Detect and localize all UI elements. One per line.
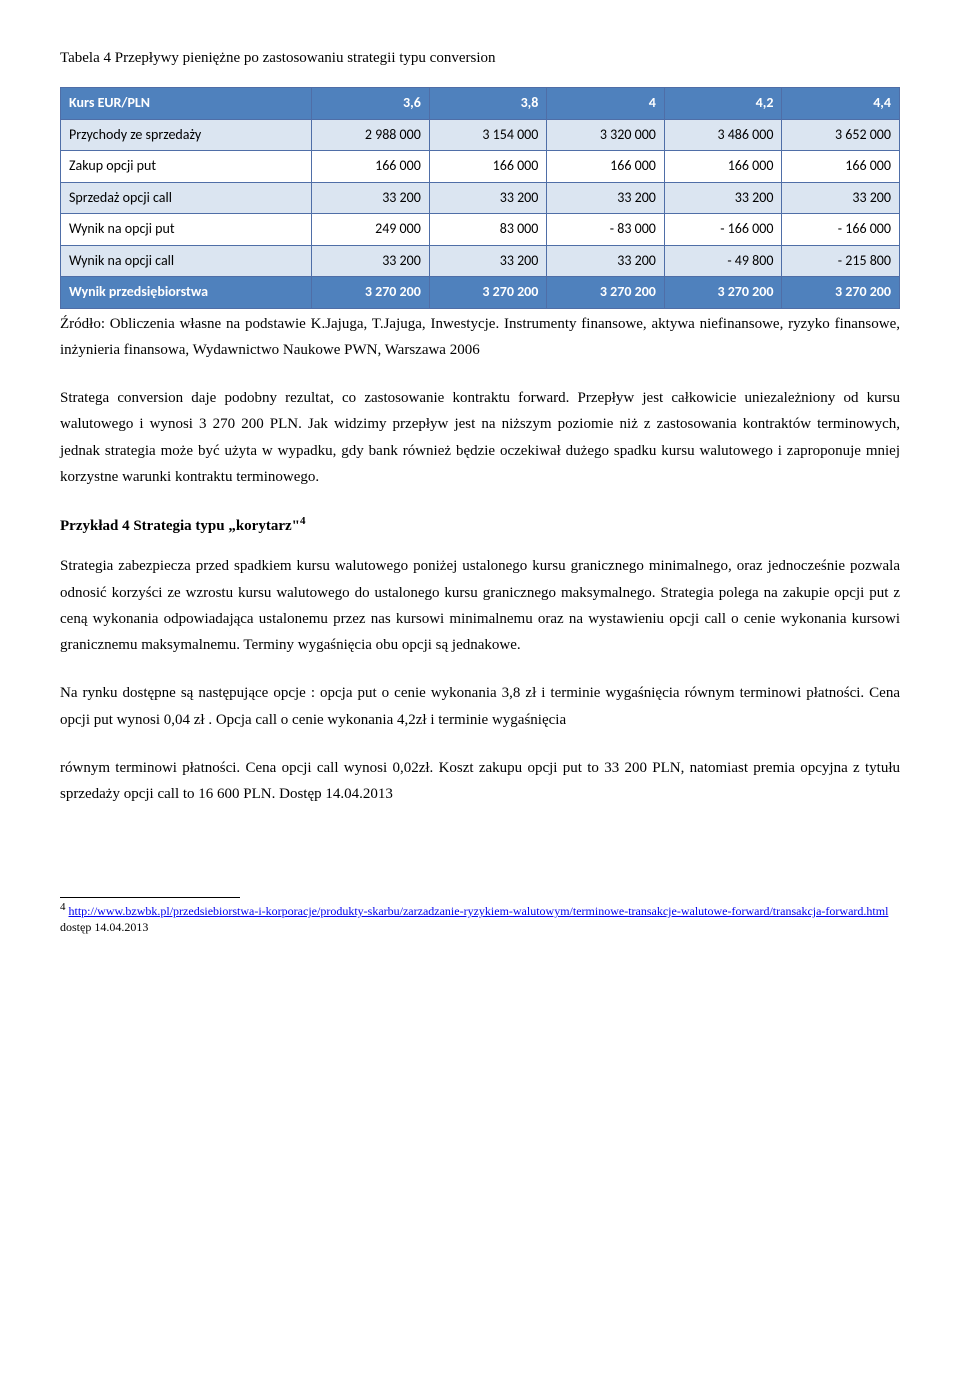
row-value: 3 486 000 [664,119,782,151]
row-value: 33 200 [664,182,782,214]
table-row: Zakup opcji put166 000166 000166 000166 … [61,151,900,183]
footnote-4: 4 http://www.bzwbk.pl/przedsiebiorstwa-i… [60,900,900,935]
row-value: 2 988 000 [312,119,430,151]
row-value: 3 154 000 [429,119,547,151]
row-value: 3 270 200 [429,277,547,309]
row-value: 33 200 [312,182,430,214]
table-row: Sprzedaż opcji call33 20033 20033 20033 … [61,182,900,214]
paragraph-3: Na rynku dostępne są następujące opcje :… [60,680,900,733]
row-value: 33 200 [429,182,547,214]
row-value: 33 200 [429,245,547,277]
row-value: 3 652 000 [782,119,900,151]
row-label: Wynik przedsiębiorstwa [61,277,312,309]
row-value: 3 320 000 [547,119,665,151]
row-value: 3 270 200 [782,277,900,309]
paragraph-4: równym terminowi płatności. Cena opcji c… [60,755,900,808]
th-col: 4,2 [664,88,782,120]
row-value: 166 000 [547,151,665,183]
th-col: 4 [547,88,665,120]
row-value: - 49 800 [664,245,782,277]
cashflow-table: Kurs EUR/PLN 3,6 3,8 4 4,2 4,4 Przychody… [60,87,900,309]
row-value: 3 270 200 [664,277,782,309]
row-value: 33 200 [547,182,665,214]
row-value: 166 000 [312,151,430,183]
th-col: 4,4 [782,88,900,120]
footnote-number: 4 [60,901,66,913]
row-value: - 83 000 [547,214,665,246]
row-label: Sprzedaż opcji call [61,182,312,214]
row-label: Przychody ze sprzedaży [61,119,312,151]
row-value: 249 000 [312,214,430,246]
row-value: - 166 000 [664,214,782,246]
row-value: 33 200 [782,182,900,214]
paragraph-2: Strategia zabezpiecza przed spadkiem kur… [60,553,900,658]
table-header-row: Kurs EUR/PLN 3,6 3,8 4 4,2 4,4 [61,88,900,120]
paragraph-1: Stratega conversion daje podobny rezulta… [60,385,900,490]
row-value: 166 000 [429,151,547,183]
th-label: Kurs EUR/PLN [61,88,312,120]
table-row: Wynik na opcji call33 20033 20033 200- 4… [61,245,900,277]
heading-example-4: Przykład 4 Strategia typu „korytarz"4 [60,512,900,539]
table-total-row: Wynik przedsiębiorstwa3 270 2003 270 200… [61,277,900,309]
row-label: Wynik na opcji put [61,214,312,246]
source-text: Źródło: Obliczenia własne na podstawie K… [60,311,900,364]
row-value: 166 000 [782,151,900,183]
footnote-ref: 4 [300,515,306,527]
table-caption: Tabela 4 Przepływy pieniężne po zastosow… [60,48,900,69]
footnote-tail: dostęp 14.04.2013 [60,920,148,934]
footnote-separator [60,897,240,898]
row-label: Wynik na opcji call [61,245,312,277]
row-value: 3 270 200 [547,277,665,309]
row-value: - 215 800 [782,245,900,277]
table-row: Przychody ze sprzedaży2 988 0003 154 000… [61,119,900,151]
table-row: Wynik na opcji put249 00083 000- 83 000-… [61,214,900,246]
row-value: 3 270 200 [312,277,430,309]
row-value: 83 000 [429,214,547,246]
th-col: 3,8 [429,88,547,120]
th-col: 3,6 [312,88,430,120]
row-value: - 166 000 [782,214,900,246]
footnote-link[interactable]: http://www.bzwbk.pl/przedsiebiorstwa-i-k… [69,904,889,918]
row-value: 33 200 [547,245,665,277]
row-value: 33 200 [312,245,430,277]
row-value: 166 000 [664,151,782,183]
row-label: Zakup opcji put [61,151,312,183]
heading-text: Przykład 4 Strategia typu „korytarz" [60,518,300,534]
